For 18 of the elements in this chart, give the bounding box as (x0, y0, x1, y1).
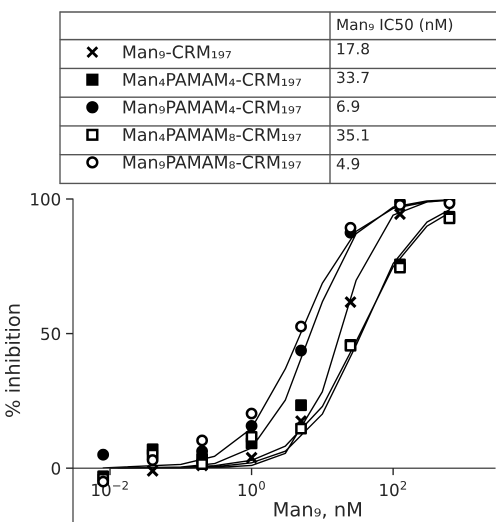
text: 6.9 (337, 100, 360, 112)
legend-label: Man₉-CRM₁₉₇ (124, 45, 231, 58)
legend-label: Man₄PAMAM₄-CRM₁₉₇ (124, 72, 301, 86)
x-tick-label: 10$^{2}$ (380, 480, 406, 496)
y-tick-label: 50 (41, 328, 60, 340)
text: 4.9 (336, 158, 360, 170)
x-tick-label: 10$^{0}$ (238, 480, 265, 496)
text: 33.7 (337, 72, 369, 84)
legend-label: Man₄PAMAM₈-CRM₁₉₇ (124, 128, 301, 142)
text: Man₉ IC50 (nM) (338, 18, 452, 32)
y-axis-title: % inhibition (5, 304, 20, 417)
y-tick-label: 0 (52, 462, 60, 475)
text: 35.1 (337, 129, 369, 141)
text: 17.8 (338, 42, 369, 54)
x-axis-title: Man₉, nM (274, 502, 362, 519)
legend-label: Man₉PAMAM₈-CRM₁₉₇ (124, 156, 301, 169)
y-tick-label: 100 (31, 192, 60, 206)
legend-label: Man₉PAMAM₄-CRM₁₉₇ (124, 100, 301, 114)
